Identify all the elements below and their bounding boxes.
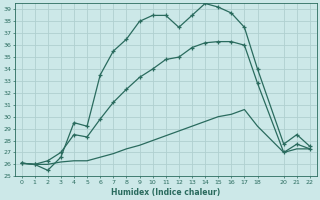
X-axis label: Humidex (Indice chaleur): Humidex (Indice chaleur) xyxy=(111,188,220,197)
